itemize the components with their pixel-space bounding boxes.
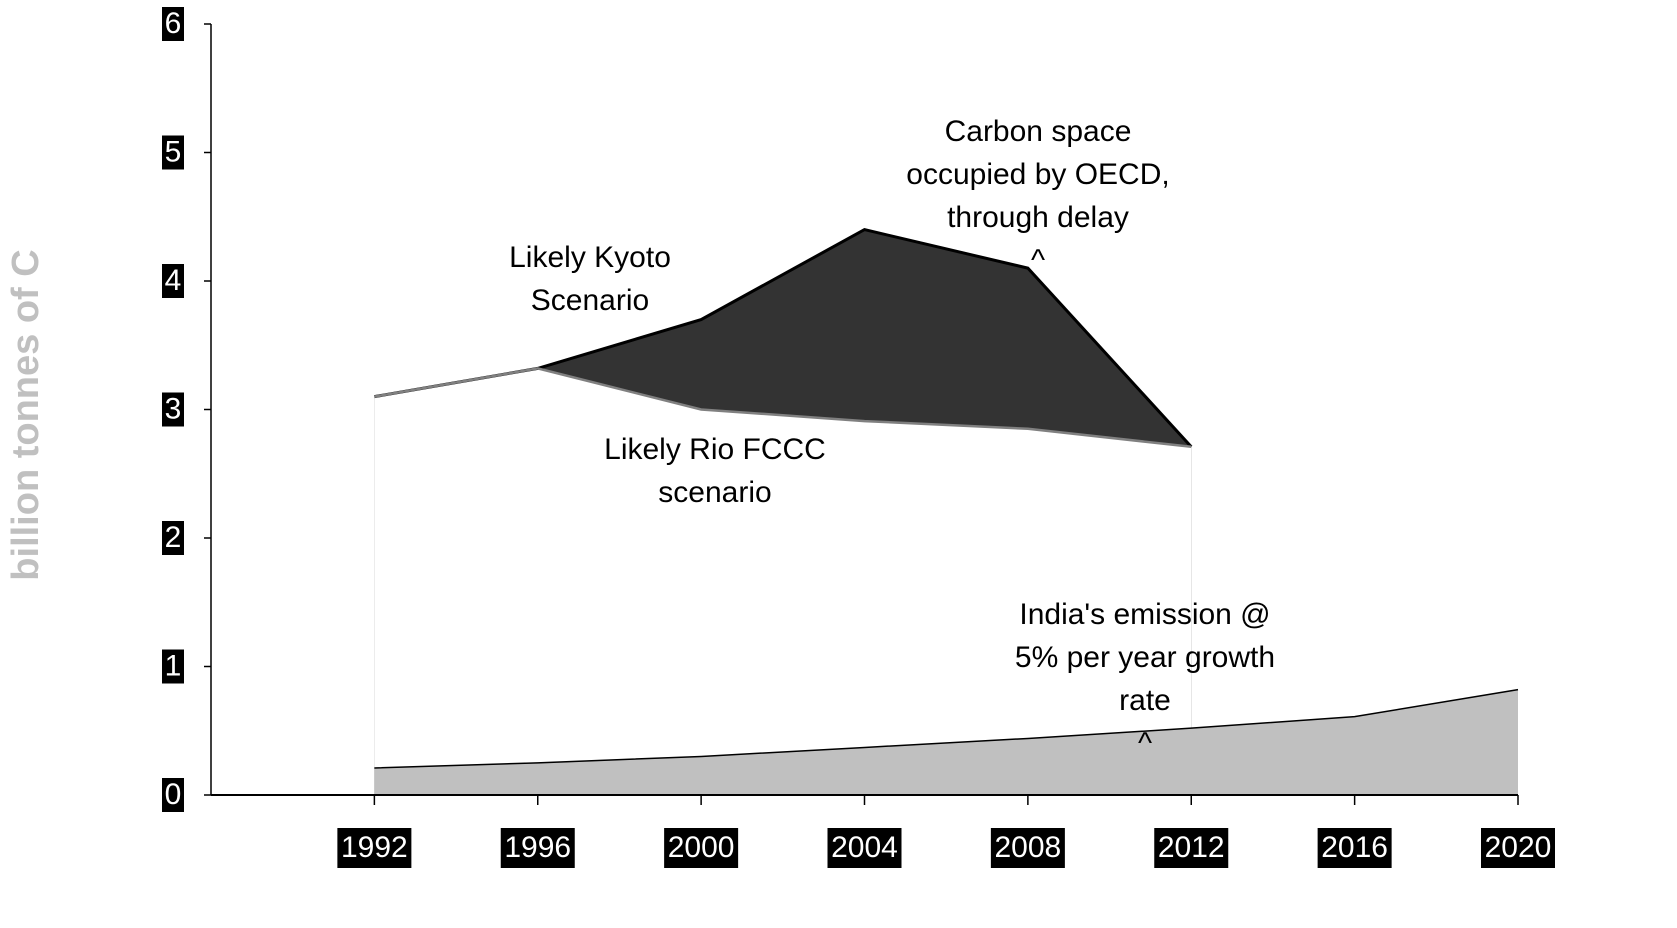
x-tick-label: 1992 <box>341 831 408 864</box>
annotation: rate <box>1119 684 1171 717</box>
y-tick-label: 0 <box>165 778 182 811</box>
x-tick-label: 2000 <box>668 831 735 864</box>
area <box>374 368 1192 795</box>
x-tick-box <box>337 828 412 868</box>
x-tick-box <box>827 828 902 868</box>
y-tick-label: 5 <box>165 135 182 168</box>
y-tick-box <box>162 135 184 170</box>
y-tick-box <box>162 264 184 298</box>
line <box>374 688 1519 769</box>
y-tick-box <box>162 7 184 41</box>
annotation: occupied by OECD, <box>906 158 1169 191</box>
x-tick-label: 2004 <box>831 831 898 864</box>
line <box>374 367 1192 449</box>
x-tick-box <box>664 828 739 868</box>
x-tick-label: 1996 <box>504 831 571 864</box>
y-axis-label: billion tonnes of C <box>5 249 47 580</box>
y-tick-box <box>162 392 184 427</box>
x-tick-box <box>1154 828 1229 868</box>
x-tick-box <box>1317 828 1392 868</box>
y-tick-label: 3 <box>165 392 182 425</box>
x-tick-label: 2016 <box>1321 831 1388 864</box>
annotation: Carbon space <box>945 115 1132 148</box>
y-tick-label: 1 <box>165 649 182 682</box>
annotation: scenario <box>658 476 771 509</box>
annotation: India's emission @ <box>1019 598 1270 631</box>
x-tick-label: 2008 <box>995 831 1062 864</box>
annotation: Scenario <box>531 284 649 317</box>
annotation: Likely Rio FCCC <box>604 433 826 466</box>
x-tick-label: 2012 <box>1158 831 1225 864</box>
annotation: 5% per year growth <box>1015 641 1275 674</box>
y-tick-box <box>162 521 184 555</box>
x-tick-box <box>990 828 1065 868</box>
y-tick-box <box>162 649 184 684</box>
x-tick-box <box>500 828 575 868</box>
annotation: ^ <box>1031 244 1045 277</box>
x-tick-label: 2020 <box>1485 831 1552 864</box>
y-tick-box <box>162 778 184 812</box>
y-tick-label: 2 <box>165 521 182 554</box>
area <box>374 689 1518 795</box>
annotation: Likely Kyoto <box>509 241 671 274</box>
annotation: through delay <box>947 201 1129 234</box>
y-tick-label: 4 <box>165 264 182 297</box>
annotation: ^ <box>1138 727 1152 760</box>
y-tick-label: 6 <box>165 7 182 40</box>
x-tick-box <box>1481 828 1555 868</box>
